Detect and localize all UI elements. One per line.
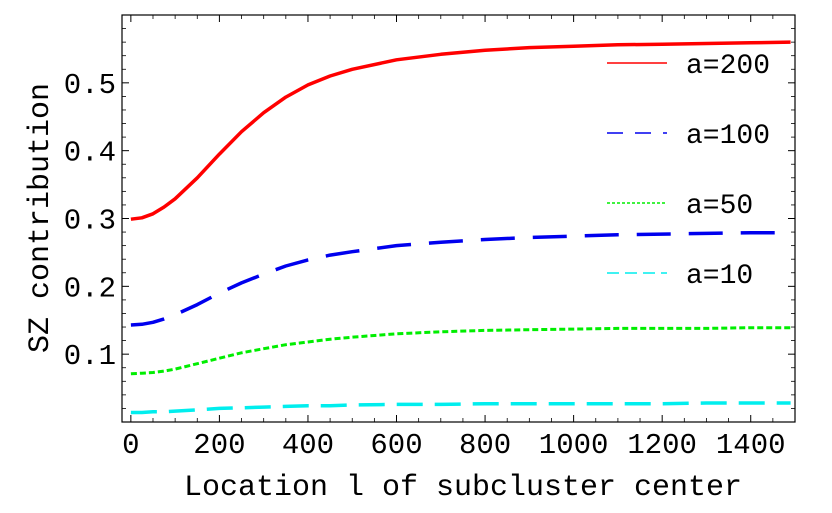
legend-label: a=200 bbox=[686, 51, 770, 82]
x-tick-label: 0 bbox=[122, 429, 139, 462]
legend-label: a=10 bbox=[686, 261, 753, 292]
x-tick-label: 1000 bbox=[539, 429, 609, 462]
series-line-a-200 bbox=[130, 40, 791, 221]
x-tick-label: 1400 bbox=[716, 429, 786, 462]
y-tick-label: 0.4 bbox=[64, 137, 116, 170]
legend: a=200 a=100 a=50 a=10 bbox=[607, 51, 770, 292]
series-lines bbox=[130, 40, 791, 415]
x-axis-ticks: 0 200 400 600 800 1000 1200 1400 bbox=[122, 15, 786, 462]
x-axis-label: Location l of subcluster center bbox=[184, 471, 742, 505]
y-tick-label: 0.5 bbox=[64, 69, 116, 102]
y-axis-ticks: 0.1 0.2 0.3 0.4 0.5 bbox=[64, 28, 795, 409]
y-tick-label: 0.2 bbox=[64, 272, 116, 305]
series-line-a-50 bbox=[130, 326, 791, 376]
series-line-a-100 bbox=[130, 230, 791, 327]
legend-label: a=100 bbox=[686, 121, 770, 152]
legend-label: a=50 bbox=[686, 191, 753, 222]
x-tick-label: 800 bbox=[459, 429, 511, 462]
x-tick-label: 200 bbox=[193, 429, 245, 462]
y-tick-label: 0.1 bbox=[64, 340, 116, 373]
x-tick-label: 1200 bbox=[627, 429, 697, 462]
x-tick-label: 600 bbox=[370, 429, 422, 462]
y-tick-label: 0.3 bbox=[64, 205, 116, 238]
y-axis-label: SZ contribution bbox=[24, 83, 58, 353]
x-tick-label: 400 bbox=[282, 429, 334, 462]
series-line-a-10 bbox=[130, 401, 791, 415]
